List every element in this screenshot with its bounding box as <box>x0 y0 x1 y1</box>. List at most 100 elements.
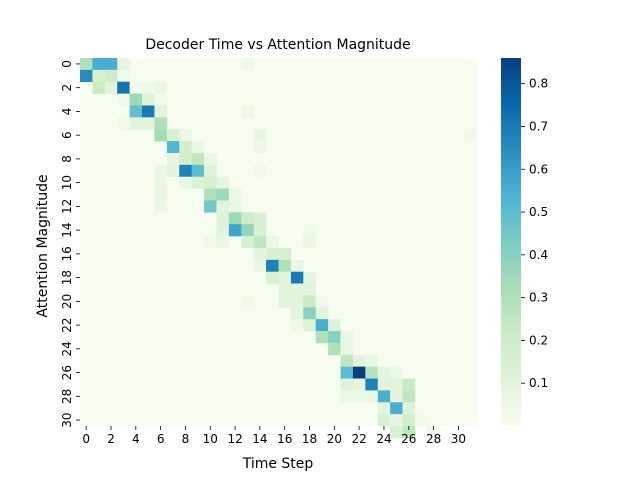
heatmap-cell <box>266 259 279 272</box>
heatmap-cell <box>390 390 403 403</box>
x-tick-label: 24 <box>376 432 391 446</box>
heatmap-cell <box>129 117 143 130</box>
y-tick-label: 2 <box>60 84 74 92</box>
heatmap-cell <box>216 188 230 201</box>
heatmap-cell <box>303 271 317 284</box>
heatmap-cell <box>154 164 168 178</box>
colorbar-tick-label: 0.4 <box>529 248 548 262</box>
heatmap-cell <box>253 247 267 261</box>
y-tick-label: 0 <box>60 60 74 68</box>
heatmap-cell <box>303 307 317 320</box>
colorbar-tick-label: 0.6 <box>529 162 548 176</box>
heatmap-cell <box>315 331 329 344</box>
heatmap-cell <box>278 283 292 296</box>
x-tick-label: 14 <box>252 432 267 446</box>
heatmap-cell <box>92 69 106 83</box>
x-tick-label: 22 <box>352 432 367 446</box>
heatmap-cell <box>340 331 354 344</box>
heatmap-cell <box>154 117 168 130</box>
heatmap-cell <box>290 283 304 296</box>
heatmap-cell <box>228 212 242 225</box>
heatmap-cell <box>204 200 217 213</box>
y-tick-label: 14 <box>60 222 74 237</box>
heatmap-cell <box>402 426 416 439</box>
heatmap-cell <box>204 176 217 189</box>
chart-title: Decoder Time vs Attention Magnitude <box>145 37 410 53</box>
heatmap-cell <box>166 141 180 154</box>
heatmap-cell <box>290 271 304 284</box>
y-tick-label: 26 <box>60 365 74 380</box>
heatmap-cell <box>377 390 391 403</box>
x-tick-label: 2 <box>107 432 115 446</box>
y-tick-label: 12 <box>60 199 74 214</box>
heatmap-cell <box>216 224 230 237</box>
heatmap-cell <box>241 58 254 71</box>
heatmap-cell <box>117 93 130 106</box>
heatmap-cell <box>340 342 354 356</box>
y-tick-label: 4 <box>60 108 74 116</box>
heatmap-cell <box>154 129 168 142</box>
heatmap-cell <box>179 129 192 142</box>
heatmap-cell <box>117 117 130 130</box>
heatmap-cell <box>365 366 379 379</box>
heatmap-cell <box>241 224 254 237</box>
heatmap-cell <box>154 200 168 213</box>
heatmap-cell <box>464 129 478 142</box>
x-tick-label: 30 <box>451 432 466 446</box>
heatmap-cell <box>142 117 155 130</box>
heatmap-cell <box>365 390 379 403</box>
heatmap-cell <box>390 366 403 379</box>
heatmap-cell <box>216 212 230 225</box>
x-tick-label: 18 <box>302 432 317 446</box>
heatmap-cell <box>241 295 254 308</box>
heatmap-cell <box>390 414 403 427</box>
x-tick-label: 28 <box>426 432 441 446</box>
heatmap-cell <box>154 176 168 189</box>
colorbar-tick-label: 0.1 <box>529 376 548 390</box>
heatmap-cell <box>117 58 130 71</box>
heatmap-cell <box>142 81 155 94</box>
heatmap-cell <box>377 414 391 427</box>
x-axis-label: Time Step <box>242 456 314 472</box>
colorbar-tick-label: 0.3 <box>529 291 548 305</box>
heatmap-cell <box>303 224 317 237</box>
heatmap-cell <box>166 129 180 142</box>
heatmap-cell <box>253 212 267 225</box>
heatmap-cell <box>216 236 230 249</box>
heatmap-cell <box>402 414 416 427</box>
heatmap-cell <box>228 188 242 201</box>
heatmap-cell <box>315 319 329 332</box>
heatmap-cell <box>340 378 354 391</box>
heatmap-cell <box>92 58 106 71</box>
x-tick-label: 12 <box>227 432 242 446</box>
y-tick-label: 22 <box>60 317 74 332</box>
heatmap-cell <box>191 164 205 178</box>
heatmap-cell <box>303 236 317 249</box>
x-tick-label: 4 <box>132 432 140 446</box>
heatmap-cell <box>92 81 106 94</box>
x-tick-label: 26 <box>401 432 416 446</box>
heatmap-cell <box>266 271 279 284</box>
heatmap-cell <box>290 319 304 332</box>
colorbar-ticks: 0.1 0.2 0.3 0.4 0.5 0.6 0.7 0.8 <box>521 77 548 390</box>
heatmap-cell <box>142 105 155 118</box>
heatmap-cell <box>390 378 403 391</box>
x-tick-label: 10 <box>203 432 218 446</box>
y-tick-label: 18 <box>60 270 74 285</box>
heatmap-cell <box>104 69 118 83</box>
heatmap-cell <box>191 152 205 166</box>
heatmap-cell <box>253 141 267 154</box>
heatmap-cell <box>253 236 267 249</box>
heatmap-cell <box>278 295 292 308</box>
heatmap-cell <box>328 319 341 332</box>
heatmap-cell <box>402 390 416 403</box>
x-tick-label: 20 <box>327 432 342 446</box>
y-axis-label: Attention Magnitude <box>35 174 51 317</box>
heatmap-cell <box>253 164 267 178</box>
x-tick-label: 0 <box>82 432 90 446</box>
y-tick-label: 16 <box>60 246 74 261</box>
heatmap-cell <box>352 378 366 391</box>
heatmap-cell <box>228 200 242 213</box>
